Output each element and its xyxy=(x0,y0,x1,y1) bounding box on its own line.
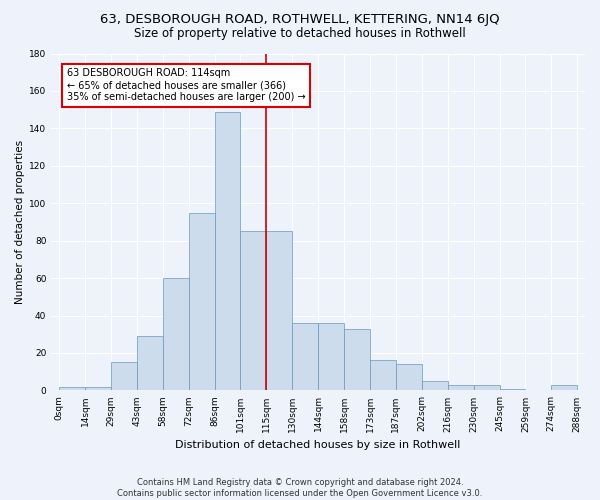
Bar xyxy=(85,386,111,390)
X-axis label: Distribution of detached houses by size in Rothwell: Distribution of detached houses by size … xyxy=(175,440,461,450)
Bar xyxy=(500,388,526,390)
Text: 63, DESBOROUGH ROAD, ROTHWELL, KETTERING, NN14 6JQ: 63, DESBOROUGH ROAD, ROTHWELL, KETTERING… xyxy=(100,12,500,26)
Bar xyxy=(215,112,241,390)
Bar xyxy=(448,385,473,390)
Bar xyxy=(59,386,85,390)
Bar xyxy=(422,381,448,390)
Bar xyxy=(292,323,318,390)
Bar xyxy=(266,232,292,390)
Bar xyxy=(137,336,163,390)
Bar xyxy=(241,232,266,390)
Bar xyxy=(370,360,396,390)
Bar xyxy=(188,212,215,390)
Bar xyxy=(551,385,577,390)
Bar xyxy=(473,385,500,390)
Text: 63 DESBOROUGH ROAD: 114sqm
← 65% of detached houses are smaller (366)
35% of sem: 63 DESBOROUGH ROAD: 114sqm ← 65% of deta… xyxy=(67,68,305,102)
Bar xyxy=(163,278,188,390)
Bar xyxy=(111,362,137,390)
Bar xyxy=(396,364,422,390)
Bar xyxy=(344,328,370,390)
Bar xyxy=(318,323,344,390)
Text: Size of property relative to detached houses in Rothwell: Size of property relative to detached ho… xyxy=(134,28,466,40)
Text: Contains HM Land Registry data © Crown copyright and database right 2024.
Contai: Contains HM Land Registry data © Crown c… xyxy=(118,478,482,498)
Y-axis label: Number of detached properties: Number of detached properties xyxy=(15,140,25,304)
